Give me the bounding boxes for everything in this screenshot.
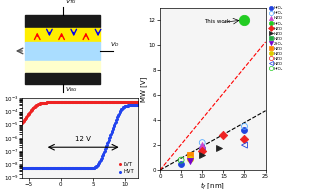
Text: $V_{TG}$: $V_{TG}$	[65, 0, 77, 6]
Point	[242, 129, 247, 132]
X-axis label: $t_f$ [nm]: $t_f$ [nm]	[200, 181, 225, 189]
Bar	[25, 42, 100, 60]
Text: $V_{BG}$: $V_{BG}$	[65, 86, 78, 94]
LVT	[51, 101, 55, 103]
Point	[200, 144, 205, 147]
Text: $V_D$: $V_D$	[110, 40, 120, 49]
LVT	[42, 102, 46, 104]
HVT	[130, 104, 134, 106]
Text: 12 V: 12 V	[75, 136, 91, 142]
Bar	[25, 15, 100, 27]
Point	[242, 19, 247, 22]
Point	[217, 146, 222, 149]
Point	[179, 162, 184, 165]
LVT	[28, 112, 31, 114]
Bar	[25, 61, 100, 72]
Point	[187, 157, 192, 160]
LVT	[126, 101, 130, 103]
Point	[242, 137, 247, 140]
Line: HVT: HVT	[21, 104, 139, 169]
Point	[187, 160, 192, 163]
HVT	[28, 167, 31, 170]
LVT	[20, 122, 24, 124]
X-axis label: $V_{BG}$ [V]: $V_{BG}$ [V]	[67, 188, 93, 189]
Point	[242, 125, 247, 128]
HVT	[25, 167, 29, 170]
Legend: LVT, HVT: LVT, HVT	[117, 161, 135, 175]
HVT	[126, 104, 130, 107]
Text: This work: This work	[204, 19, 231, 24]
Point	[242, 144, 247, 147]
Point	[221, 134, 226, 137]
Point	[200, 141, 205, 144]
Legend: HfO₂, HfO₂, HZO, HfO₂, HZO, HZO, HZO, ZrO₂, HZO, HZO, HZO, HZO, HfO₂: HfO₂, HfO₂, HZO, HfO₂, HZO, HZO, HZO, Zr…	[270, 6, 283, 71]
Bar	[25, 28, 100, 42]
HVT	[136, 104, 140, 106]
Point	[200, 150, 205, 153]
Y-axis label: MW [V]: MW [V]	[141, 76, 148, 101]
HVT	[51, 167, 55, 170]
HVT	[42, 167, 46, 170]
Point	[187, 154, 192, 157]
Bar	[25, 73, 100, 84]
LVT	[130, 101, 134, 103]
LVT	[136, 101, 140, 103]
Point	[179, 159, 184, 162]
Point	[200, 154, 205, 157]
HVT	[20, 167, 24, 170]
LVT	[25, 115, 29, 117]
Y-axis label: $I_D$ [A]: $I_D$ [A]	[0, 128, 2, 148]
Point	[200, 146, 205, 149]
Line: LVT: LVT	[21, 101, 139, 124]
